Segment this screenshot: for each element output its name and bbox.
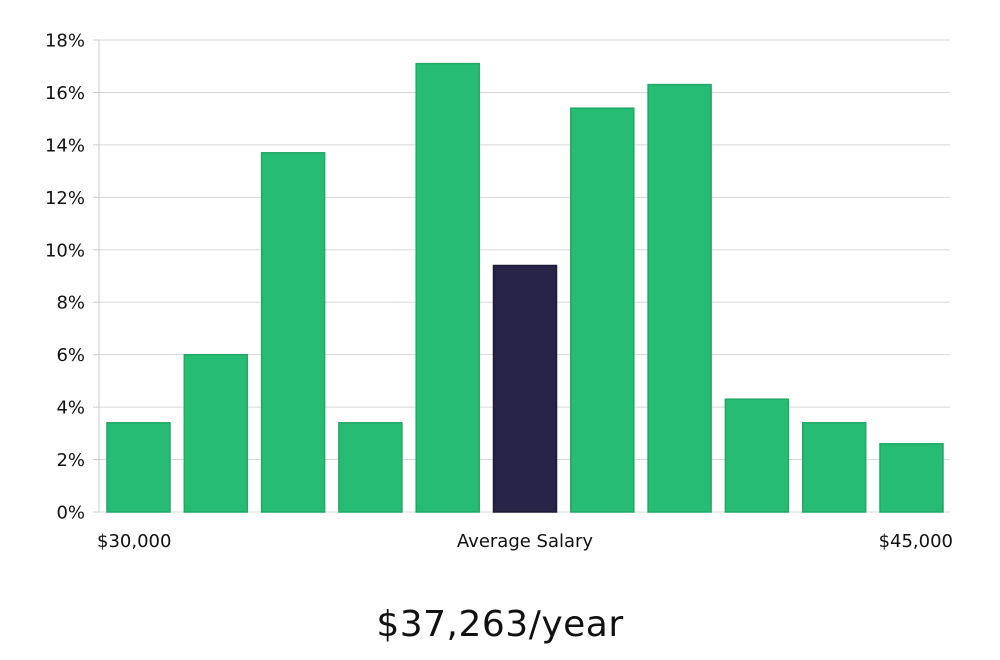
bar-average-salary [492,264,558,513]
x-label-min: $30,000 [97,531,171,552]
y-tick-label-16: 16% [45,83,85,104]
y-tick-label-2: 2% [56,450,85,471]
y-tick-label-4: 4% [56,398,85,419]
y-tick-label-0: 0% [56,503,85,524]
bar-0 [106,422,171,513]
average-salary-value: $37,263/year [376,604,624,645]
y-tick-label-14: 14% [45,135,85,156]
salary-histogram-chart: 0% 2% 4% 6% 8% 10% 12% 14% 16% 18% $30,000 Averag… [45,31,953,553]
bar-1 [183,353,249,513]
bar-6 [570,107,635,513]
y-tick-label-18: 18% [45,31,85,52]
bar-7 [647,83,712,513]
bar-3 [338,422,403,513]
bar-4 [415,62,480,513]
y-tick-label-6: 6% [56,345,85,366]
y-tick-labels: 0% 2% 4% 6% 8% 10% 12% 14% 16% 18% [45,31,99,524]
y-tick-label-12: 12% [45,188,85,209]
y-tick-label-8: 8% [56,293,85,314]
bar-8 [724,398,790,513]
bar-9 [801,422,867,513]
bars [106,62,944,513]
bar-10 [879,443,944,513]
bar-2 [260,152,326,513]
x-label-center: Average Salary [457,531,594,552]
x-label-max: $45,000 [879,531,953,552]
y-tick-label-10: 10% [45,240,85,261]
